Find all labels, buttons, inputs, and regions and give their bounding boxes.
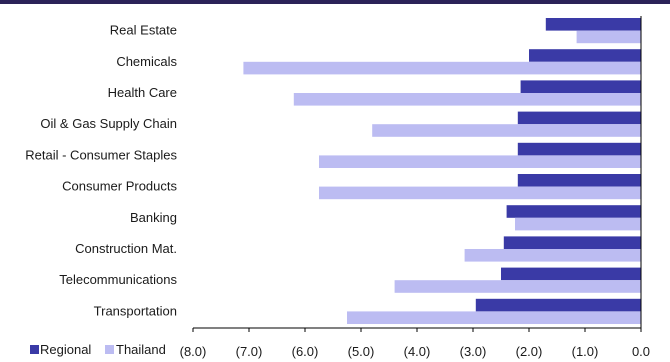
x-tick-label: (5.0)	[348, 344, 375, 359]
x-tick-label: (7.0)	[236, 344, 263, 359]
bar-regional	[475, 298, 641, 312]
legend-swatch-regional	[30, 345, 39, 354]
bars-group	[243, 18, 641, 324]
bar-thailand	[243, 61, 641, 75]
category-label: Retail - Consumer Staples	[25, 147, 177, 162]
x-tick-label: (6.0)	[292, 344, 319, 359]
legend-swatch-thailand	[105, 345, 114, 354]
bar-regional	[501, 267, 641, 281]
legend: Regional Thailand	[30, 342, 166, 357]
legend-label-regional: Regional	[40, 342, 91, 357]
x-axis: (8.0) (7.0) (6.0) (5.0) (4.0) (3.0) (2.0) (1.0)…	[180, 16, 650, 359]
category-labels: Real Estate Chemicals Health Care Oil & Gas…	[25, 23, 177, 319]
bar-regional	[506, 205, 641, 218]
bar-thailand	[347, 311, 641, 324]
category-label: Telecommunications	[59, 272, 177, 287]
bar-regional	[517, 142, 641, 156]
x-tick-label: (2.0)	[516, 344, 543, 359]
bar-regional	[520, 80, 641, 93]
bar-regional	[503, 236, 641, 249]
category-label: Real Estate	[110, 23, 177, 38]
x-tick-label: 0.0	[632, 344, 650, 359]
bar-thailand	[319, 186, 641, 200]
x-tick-label: (4.0)	[404, 344, 431, 359]
bar-thailand	[293, 93, 641, 106]
category-label: Banking	[130, 210, 177, 225]
bar-regional	[529, 49, 641, 62]
x-tick-label: (1.0)	[572, 344, 599, 359]
category-label: Oil & Gas Supply Chain	[40, 116, 177, 131]
x-tick-label: (8.0)	[180, 344, 207, 359]
bar-thailand	[576, 30, 641, 44]
category-label: Transportation	[94, 303, 177, 318]
bar-thailand	[464, 249, 641, 262]
x-tick-label: (3.0)	[460, 344, 487, 359]
bar-thailand	[515, 217, 641, 231]
bar-thailand	[394, 280, 641, 293]
bar-regional	[517, 174, 641, 187]
top-rule	[0, 0, 670, 4]
category-label: Construction Mat.	[75, 241, 177, 256]
bar-regional	[517, 111, 641, 125]
category-label: Health Care	[108, 85, 177, 100]
bar-thailand	[319, 155, 641, 168]
category-label: Chemicals	[116, 54, 177, 69]
bar-thailand	[372, 124, 641, 137]
bar-regional	[545, 18, 641, 31]
legend-label-thailand: Thailand	[116, 342, 166, 357]
category-label: Consumer Products	[62, 179, 177, 194]
